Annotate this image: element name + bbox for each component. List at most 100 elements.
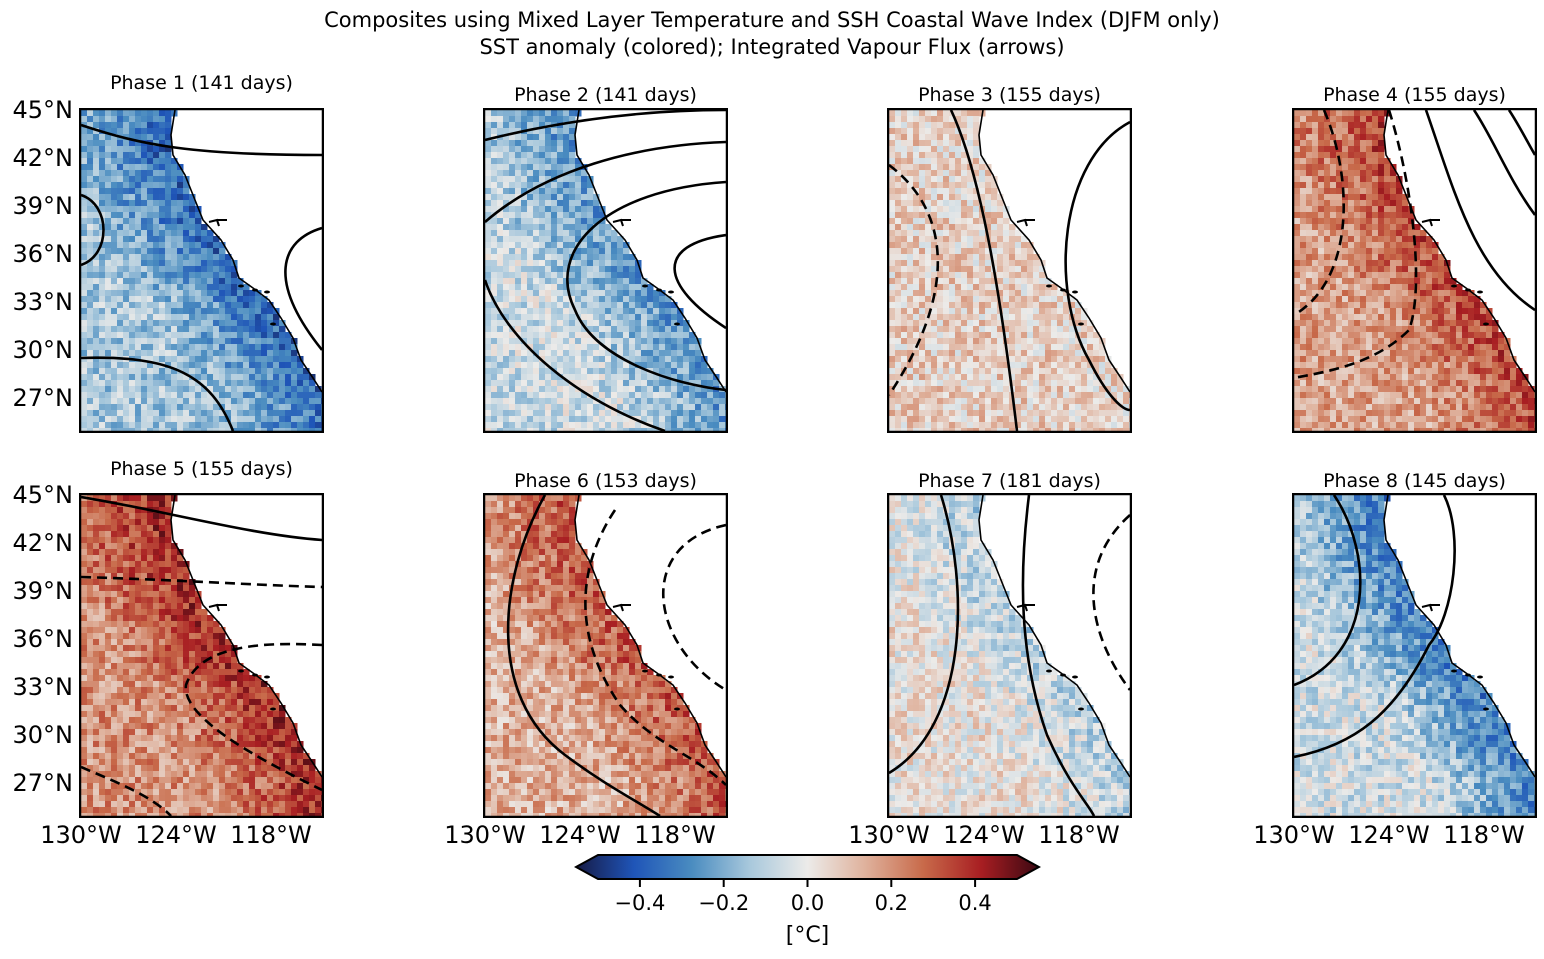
sst-cell	[485, 416, 492, 423]
sst-cell	[575, 260, 582, 267]
sst-cell	[527, 326, 534, 333]
sst-cell	[689, 410, 696, 417]
sst-cell	[213, 344, 220, 351]
sst-cell	[1015, 386, 1022, 393]
sst-cell	[943, 224, 950, 231]
sst-cell	[267, 368, 274, 375]
sst-cell	[177, 308, 184, 315]
sst-cell	[889, 326, 896, 333]
sst-cell	[93, 188, 100, 195]
sst-cell	[907, 212, 914, 219]
sst-cell	[521, 386, 528, 393]
sst-cell	[889, 416, 896, 423]
sst-cell	[1360, 122, 1367, 129]
sst-cell	[129, 272, 136, 279]
sst-cell	[937, 176, 944, 183]
sst-cell	[105, 176, 112, 183]
sst-cell	[1069, 362, 1076, 369]
sst-cell	[1342, 266, 1349, 273]
sst-cell	[1330, 134, 1337, 141]
sst-cell	[545, 242, 552, 249]
sst-cell	[521, 356, 528, 363]
sst-cell	[497, 338, 504, 345]
sst-cell	[943, 356, 950, 363]
sst-cell	[503, 326, 510, 333]
sst-cell	[503, 398, 510, 405]
sst-cell	[1342, 146, 1349, 153]
sst-cell	[551, 278, 558, 285]
sst-cell	[683, 386, 690, 393]
sst-cell	[1402, 212, 1409, 219]
sst-cell	[171, 290, 178, 297]
sst-cell	[937, 110, 944, 117]
sst-cell	[1045, 386, 1052, 393]
sst-cell	[189, 320, 196, 327]
sst-cell	[985, 188, 992, 195]
sst-cell	[527, 338, 534, 345]
sst-cell	[575, 374, 582, 381]
sst-cell	[105, 116, 112, 123]
sst-cell	[177, 326, 184, 333]
sst-cell	[515, 230, 522, 237]
sst-cell	[177, 218, 184, 225]
sst-cell	[213, 302, 220, 309]
sst-cell	[901, 392, 908, 399]
sst-cell	[599, 254, 606, 261]
sst-cell	[129, 404, 136, 411]
sst-cell	[937, 392, 944, 399]
sst-cell	[243, 416, 250, 423]
sst-cell	[563, 206, 570, 213]
sst-cell	[913, 320, 920, 327]
sst-cell	[1330, 110, 1337, 117]
sst-cell	[93, 152, 100, 159]
sst-cell	[533, 416, 540, 423]
sst-cell	[117, 308, 124, 315]
sst-cell	[165, 326, 172, 333]
sst-cell	[985, 308, 992, 315]
sst-cell	[1306, 146, 1313, 153]
sst-cell	[955, 296, 962, 303]
sst-cell	[497, 224, 504, 231]
sst-cell	[539, 194, 546, 201]
sst-cell	[1063, 356, 1070, 363]
sst-cell	[1033, 368, 1040, 375]
sst-cell	[563, 248, 570, 255]
sst-cell	[961, 404, 968, 411]
sst-cell	[201, 242, 208, 249]
sst-cell	[135, 152, 142, 159]
sst-cell	[515, 140, 522, 147]
sst-cell	[955, 344, 962, 351]
sst-cell	[985, 272, 992, 279]
sst-cell	[1039, 422, 1046, 429]
sst-cell	[521, 224, 528, 231]
sst-cell	[183, 284, 190, 291]
sst-cell	[165, 230, 172, 237]
sst-cell	[159, 338, 166, 345]
sst-cell	[509, 164, 516, 171]
sst-cell	[635, 380, 642, 387]
sst-cell	[195, 314, 202, 321]
sst-cell	[907, 236, 914, 243]
sst-cell	[599, 278, 606, 285]
sst-cell	[117, 188, 124, 195]
sst-cell	[515, 368, 522, 375]
sst-cell	[1300, 152, 1307, 159]
sst-cell	[497, 398, 504, 405]
sst-cell	[497, 410, 504, 417]
sst-cell	[599, 392, 606, 399]
sst-cell	[997, 398, 1004, 405]
panel-title: Phase 4 (155 days)	[1254, 84, 1544, 106]
sst-cell	[1306, 260, 1313, 267]
sst-cell	[165, 158, 172, 165]
sst-cell	[889, 356, 896, 363]
sst-cell	[943, 308, 950, 315]
sst-cell	[509, 410, 516, 417]
sst-cell	[919, 296, 926, 303]
sst-cell	[889, 110, 896, 117]
sst-cell	[539, 290, 546, 297]
sst-cell	[165, 188, 172, 195]
sst-cell	[1390, 236, 1397, 243]
sst-cell	[159, 332, 166, 339]
sst-cell	[901, 290, 908, 297]
sst-cell	[153, 194, 160, 201]
